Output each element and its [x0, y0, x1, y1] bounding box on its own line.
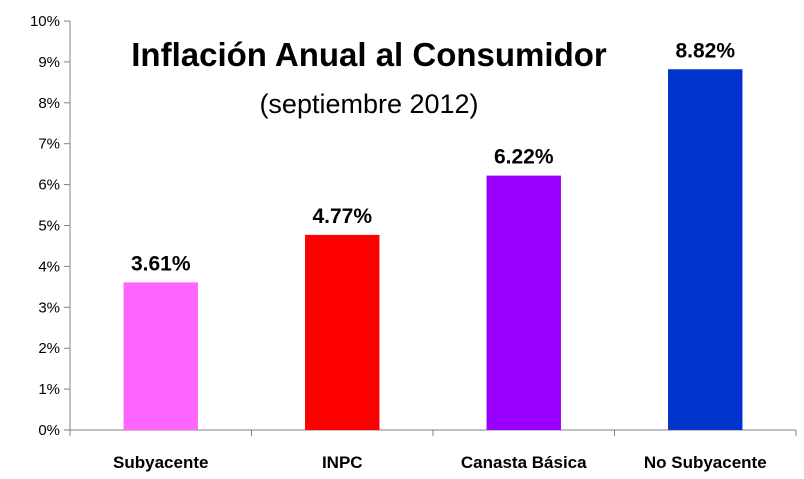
data-label: 4.77%	[312, 205, 372, 228]
x-tick-label: Canasta Básica	[461, 453, 587, 472]
y-tick-label: 4%	[38, 258, 60, 275]
chart-title: Inflación Anual al Consumidor	[131, 36, 607, 73]
x-tick-label: No Subyacente	[644, 453, 767, 472]
axes: 0% 1% 2% 3% 4% 5% 6% 7% 8% 9% 10%	[30, 13, 797, 439]
bar	[668, 69, 743, 431]
data-label: 3.61%	[131, 252, 191, 275]
data-label: 6.22%	[494, 146, 554, 169]
y-tick-label: 0%	[38, 422, 60, 439]
bar	[123, 282, 198, 430]
x-tick-label: Subyacente	[113, 453, 208, 472]
y-tick-label: 7%	[38, 136, 60, 153]
y-tick-label: 3%	[38, 299, 60, 316]
y-tick-label: 9%	[38, 54, 60, 71]
x-tick-label: INPC	[322, 453, 363, 472]
labels: 3.61% Subyacente 4.77% INPC 6.22% Canasta Bás…	[113, 39, 767, 472]
y-tick-label: 6%	[38, 177, 60, 194]
y-tick-label: 8%	[38, 95, 60, 112]
y-tick-label: 2%	[38, 340, 60, 357]
bar	[305, 234, 380, 430]
bars	[123, 69, 743, 431]
data-label: 8.82%	[675, 39, 735, 62]
chart-subtitle: (septiembre 2012)	[259, 89, 478, 119]
y-tick-label: 1%	[38, 381, 60, 398]
bar	[486, 175, 561, 430]
y-tick-label: 10%	[30, 13, 60, 30]
y-tick-label: 5%	[38, 218, 60, 235]
